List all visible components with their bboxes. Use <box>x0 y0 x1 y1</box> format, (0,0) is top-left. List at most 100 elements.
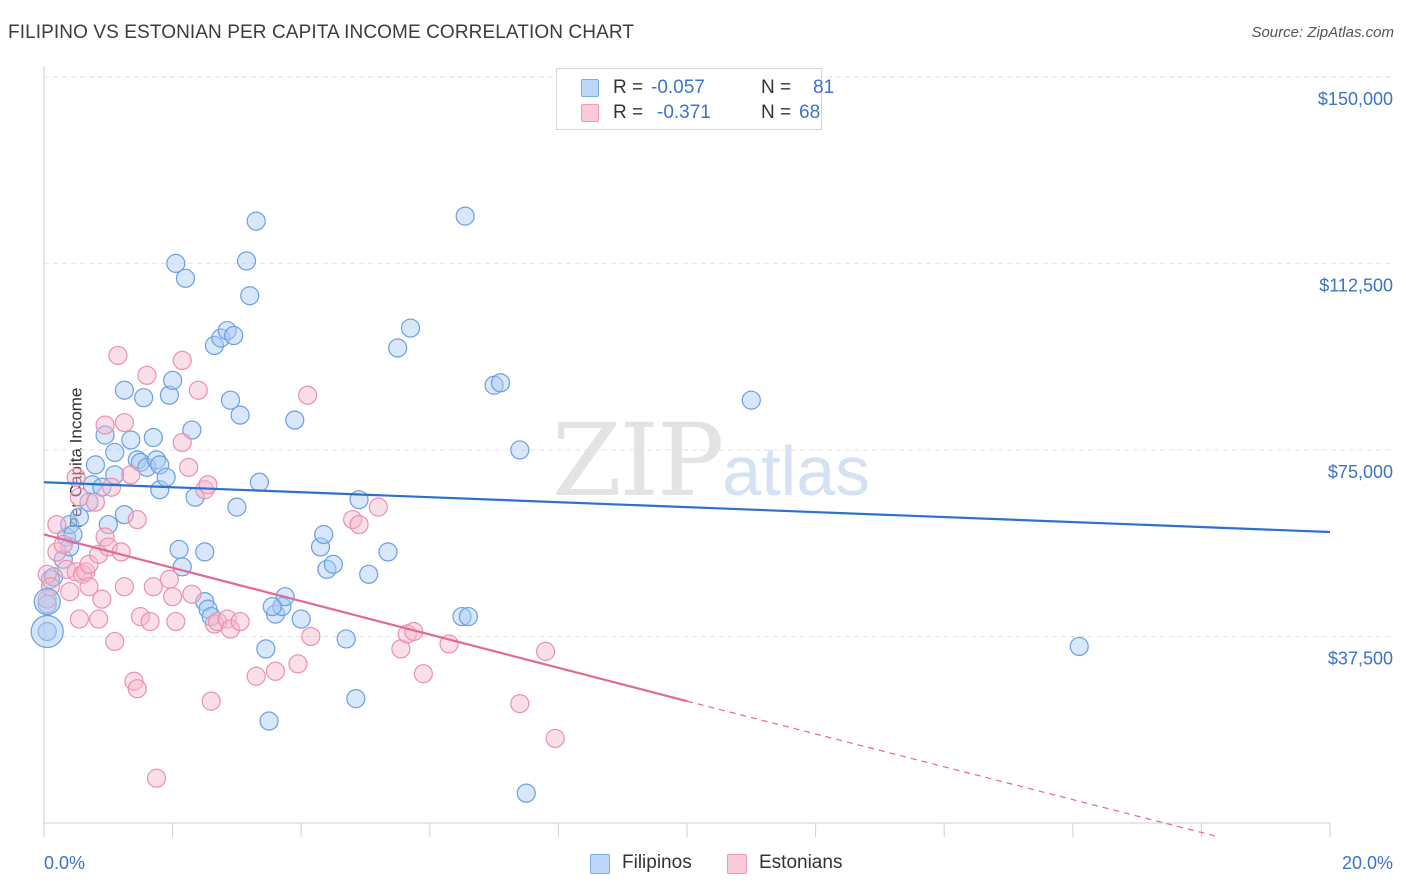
point-filipinos <box>134 388 154 408</box>
point-filipinos <box>741 390 761 410</box>
point-estonians <box>220 619 241 639</box>
point-filipinos <box>516 783 536 803</box>
point-estonians <box>510 694 530 714</box>
source-label: Source: ZipAtlas.com <box>1251 24 1394 41</box>
grid-lines <box>44 76 1392 637</box>
point-filipinos <box>195 542 215 562</box>
point-estonians <box>535 641 556 661</box>
watermark-zip: ZIP <box>552 402 724 519</box>
point-filipinos <box>220 390 241 410</box>
point-filipinos <box>346 689 366 709</box>
stats-n-value: 81 <box>813 77 835 98</box>
stats-swatch-filipinos <box>581 79 599 97</box>
point-estonians <box>37 564 57 584</box>
point-estonians <box>72 564 93 584</box>
y-tick-label: $150,000 <box>1318 89 1393 109</box>
point-filipinos <box>69 507 89 527</box>
point-estonians <box>105 631 125 652</box>
point-filipinos <box>336 629 356 649</box>
point-estonians <box>159 569 179 589</box>
stats-r-label: R = <box>613 77 644 98</box>
point-filipinos <box>262 597 282 617</box>
point-estonians <box>79 554 99 574</box>
point-estonians <box>79 577 99 597</box>
point-filipinos-large <box>33 588 61 616</box>
point-filipinos <box>378 542 398 562</box>
trend-line-estonians-extension <box>686 700 1216 837</box>
point-estonians <box>140 611 160 632</box>
point-estonians <box>47 542 67 562</box>
point-filipinos <box>246 211 266 231</box>
legend-label: Filipinos <box>622 852 692 873</box>
chart-title: FILIPINO VS ESTONIAN PER CAPITA INCOME C… <box>8 22 635 43</box>
legend-swatch-filipinos <box>590 854 610 874</box>
point-estonians <box>69 487 89 507</box>
x-tick-label-min: 0.0% <box>44 853 85 873</box>
point-filipinos <box>105 465 125 485</box>
point-estonians <box>101 477 122 497</box>
point-filipinos <box>240 286 260 306</box>
trend-line-estonians <box>43 533 688 703</box>
point-filipinos <box>159 385 179 405</box>
point-estonians <box>343 509 363 530</box>
point-filipinos <box>359 564 379 584</box>
point-estonians <box>163 587 183 607</box>
point-estonians <box>188 380 208 400</box>
y-tick-label: $37,500 <box>1328 648 1393 668</box>
trend-line-filipinos <box>43 481 1331 534</box>
point-filipinos <box>236 251 257 271</box>
point-filipinos <box>204 335 224 356</box>
point-filipinos <box>121 430 141 450</box>
point-filipinos <box>323 554 343 574</box>
point-estonians <box>69 609 89 629</box>
trend-lines <box>43 481 1331 837</box>
point-estonians <box>121 465 141 485</box>
point-estonians <box>114 412 134 433</box>
point-estonians <box>413 664 433 684</box>
point-filipinos <box>166 253 186 274</box>
tick-labels: $37,500 $75,000 $112,500 $150,000 0.0% 20.0% <box>44 89 1393 873</box>
point-estonians <box>47 514 67 535</box>
point-filipinos <box>150 455 170 475</box>
legend-swatch-estonians <box>727 854 747 874</box>
point-estonians <box>172 350 192 370</box>
stats-r-value: -0.057 <box>651 77 705 98</box>
point-filipinos <box>163 370 183 390</box>
point-filipinos <box>452 606 472 627</box>
data-points <box>30 206 1089 803</box>
point-filipinos <box>114 380 134 400</box>
point-filipinos <box>455 206 475 226</box>
point-filipinos <box>95 425 115 445</box>
point-filipinos <box>175 268 196 288</box>
point-estonians <box>172 432 192 453</box>
point-filipinos <box>98 514 118 535</box>
point-filipinos <box>156 467 176 487</box>
point-filipinos <box>510 440 530 460</box>
stats-r-label: R = <box>613 102 644 123</box>
point-filipinos <box>224 325 244 346</box>
point-estonians <box>246 666 266 686</box>
point-filipinos <box>256 639 276 659</box>
point-filipinos <box>388 338 408 358</box>
point-estonians <box>146 768 167 788</box>
point-filipinos <box>490 373 511 393</box>
point-estonians <box>114 577 134 597</box>
point-estonians <box>85 492 106 512</box>
axes <box>43 66 1331 837</box>
point-estonians <box>288 654 308 674</box>
point-filipinos <box>1069 636 1089 657</box>
point-filipinos <box>105 442 125 463</box>
point-estonians <box>95 415 115 435</box>
point-estonians <box>545 728 565 749</box>
point-estonians <box>166 611 186 632</box>
point-filipinos <box>143 427 163 448</box>
x-tick-label-max: 20.0% <box>1342 853 1393 873</box>
stats-n-value: 68 <box>799 102 821 123</box>
point-filipinos <box>259 711 279 731</box>
point-estonians <box>66 467 86 487</box>
point-estonians <box>368 497 388 517</box>
y-tick-label: $112,500 <box>1319 275 1393 295</box>
point-filipinos <box>85 455 106 475</box>
stats-n-label: N = <box>761 77 792 98</box>
